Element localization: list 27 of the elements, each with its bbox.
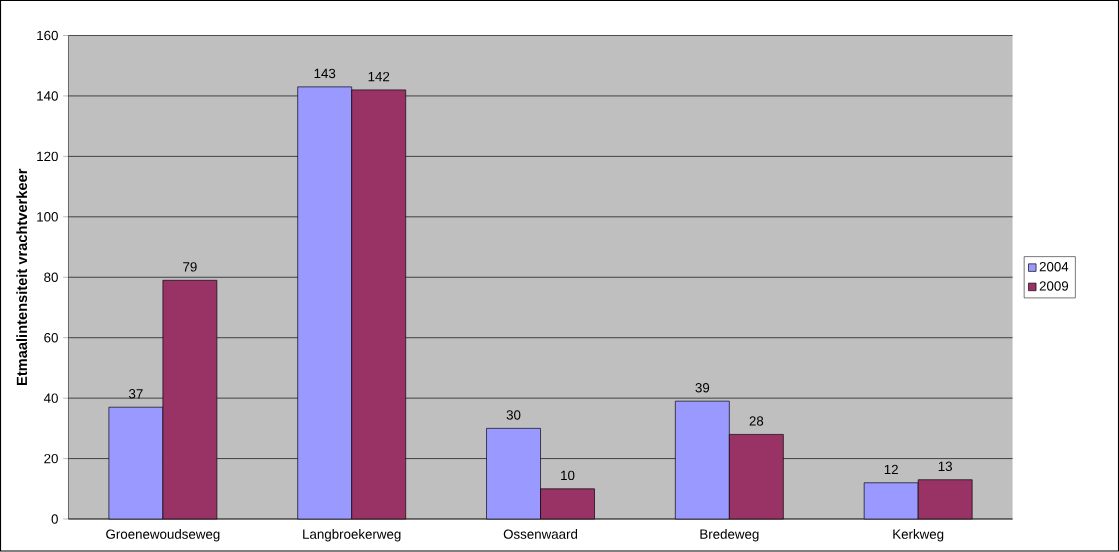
legend-label: 2009 xyxy=(1039,281,1069,291)
data-label: 143 xyxy=(314,68,336,79)
x-tick-label: Bredeweg xyxy=(700,529,759,542)
x-tick-label: Groenewoudseweg xyxy=(106,529,220,542)
y-tick-label: 20 xyxy=(44,454,58,464)
data-label: 79 xyxy=(183,262,197,272)
y-tick-label: 0 xyxy=(51,514,58,524)
y-tick-label: 60 xyxy=(44,333,58,343)
y-tick-label: 40 xyxy=(43,393,58,404)
y-tick-label: 120 xyxy=(37,151,58,162)
y-axis-title: Etmaalintensiteit vrachtverkeer xyxy=(16,169,28,386)
data-label: 28 xyxy=(749,416,764,426)
x-tick-label: Langbroekerweg xyxy=(303,529,401,542)
data-label: 37 xyxy=(128,389,143,399)
data-label: 30 xyxy=(506,410,521,420)
y-tick-label: 80 xyxy=(44,272,58,283)
legend-label: 2004 xyxy=(1039,262,1069,272)
data-label: 39 xyxy=(695,383,710,393)
y-tick-label: 100 xyxy=(37,212,58,222)
x-tick-label: Kerkweg xyxy=(893,529,944,542)
x-tick-label: Ossenwaard xyxy=(503,529,578,540)
data-label: 142 xyxy=(368,72,390,82)
data-label: 10 xyxy=(561,470,575,481)
data-label: 12 xyxy=(884,465,898,475)
data-label: 13 xyxy=(938,461,952,472)
y-tick-label: 140 xyxy=(37,91,58,101)
y-tick-label: 160 xyxy=(37,31,58,41)
